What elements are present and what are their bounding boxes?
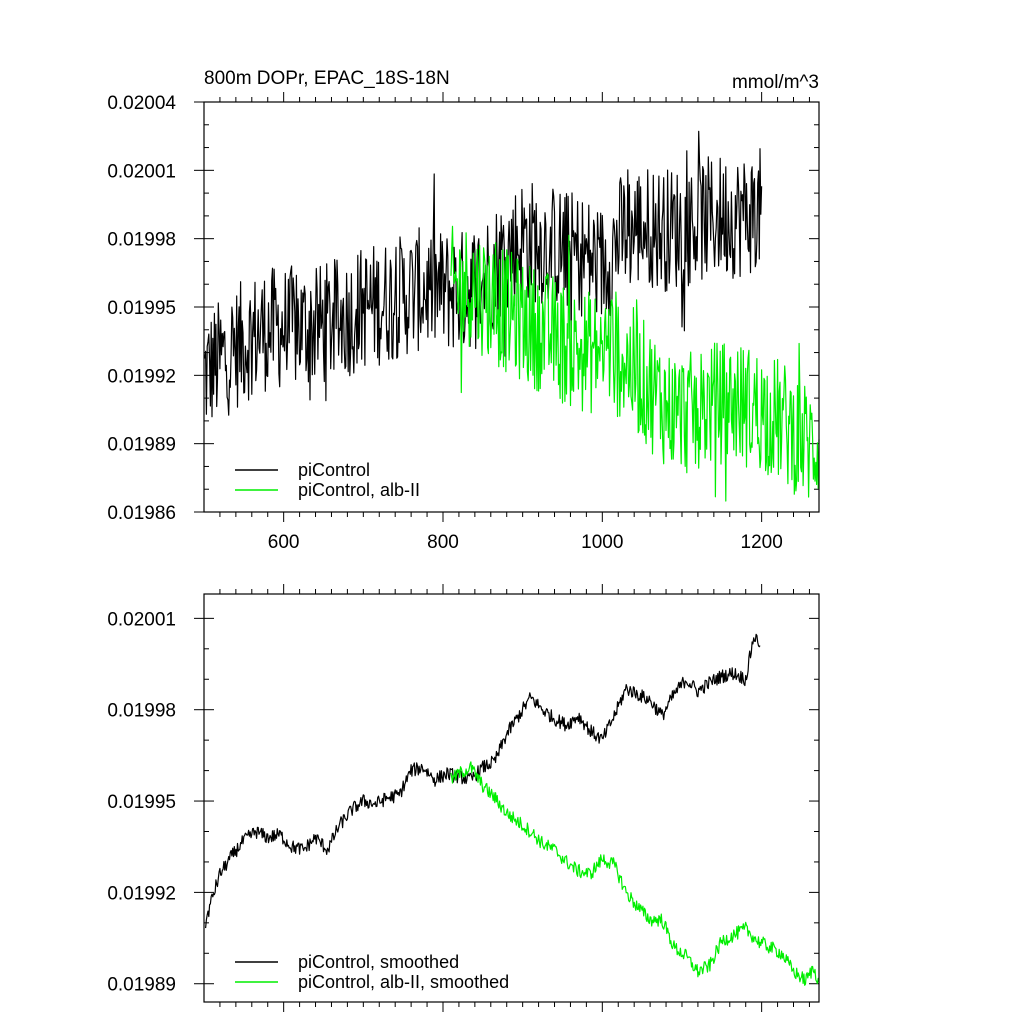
bottom-panel-axes: 0.01989 0.01992 0.01995 0.01998 0.02001	[107, 584, 819, 1012]
y-tick-label: 0.02004	[107, 93, 176, 114]
top-panel-title: 800m DOPr, EPAC_18S-18N	[204, 68, 450, 89]
x-tick-label: 1200	[741, 532, 783, 553]
bottom-panel: 0.01989 0.01992 0.01995 0.01998 0.02001 piCo…	[107, 584, 820, 1012]
series-line-picontrol	[205, 633, 761, 929]
y-tick-label: 0.01989	[107, 975, 176, 996]
legend-label-picontrol: piControl	[298, 460, 370, 480]
bottom-legend: piControl, smoothed piControl, alb-II, s…	[235, 952, 509, 992]
y-tick-label: 0.01989	[107, 435, 176, 456]
top-panel-series	[203, 130, 820, 502]
legend-label-alb-ii-smoothed: piControl, alb-II, smoothed	[298, 972, 509, 992]
x-tick-label: 1000	[581, 532, 623, 553]
top-panel-frame	[203, 101, 820, 513]
top-panel-units: mmol/m^3	[732, 72, 819, 93]
top-legend: piControl piControl, alb-II	[235, 460, 420, 500]
y-tick-label: 0.01998	[107, 230, 176, 251]
series-line-alb-ii	[450, 761, 820, 986]
top-panel-axes: 600 800 1000 1200 0.01986 0.01989 0.01992 0.019…	[107, 92, 819, 553]
bottom-panel-series	[205, 633, 820, 986]
legend-label-alb-ii: piControl, alb-II	[298, 480, 420, 500]
y-tick-label: 0.01986	[107, 503, 176, 524]
y-tick-label: 0.01992	[107, 366, 176, 387]
legend-label-picontrol-smoothed: piControl, smoothed	[298, 952, 459, 972]
x-tick-label: 600	[268, 532, 300, 553]
y-tick-label: 0.02001	[107, 161, 176, 182]
bottom-panel-frame	[203, 593, 820, 1003]
y-tick-label: 0.01992	[107, 883, 176, 904]
y-tick-label: 0.01995	[107, 792, 176, 813]
top-panel: 800m DOPr, EPAC_18S-18N mmol/m^3 600 800 1…	[107, 68, 820, 553]
y-tick-label: 0.01998	[107, 701, 176, 722]
x-tick-label: 800	[427, 532, 459, 553]
y-tick-label: 0.02001	[107, 609, 176, 630]
series-line-alb-ii	[450, 225, 820, 502]
y-tick-label: 0.01995	[107, 298, 176, 319]
